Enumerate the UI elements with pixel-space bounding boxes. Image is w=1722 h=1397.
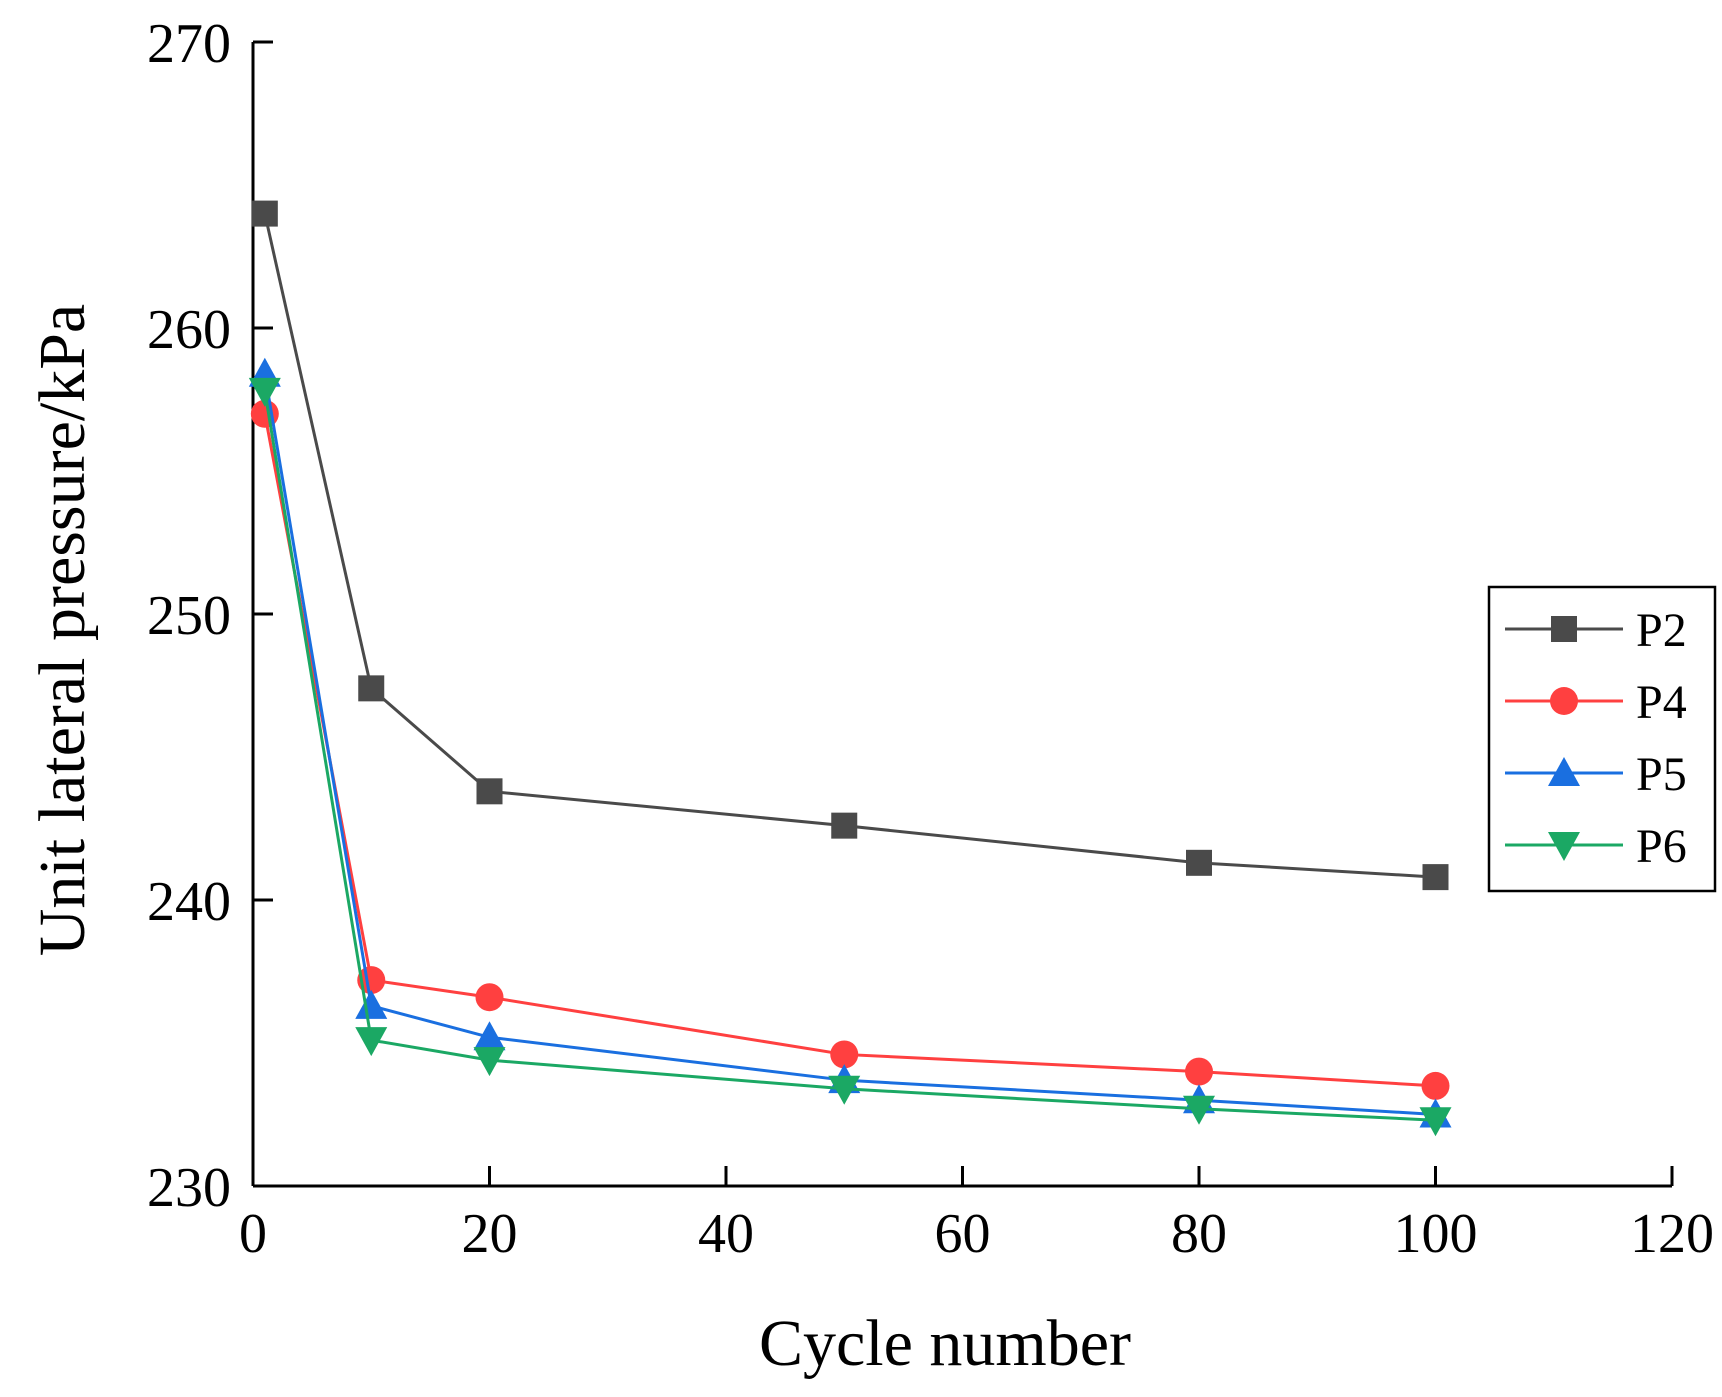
series-line-p6 xyxy=(263,390,1436,1122)
legend-item-p5: P5 xyxy=(1505,748,1687,801)
legend-item-p6: P6 xyxy=(1505,820,1687,873)
data-point-p4 xyxy=(830,1040,859,1069)
y-axis-label: Unit lateral pressure/kPa xyxy=(26,304,99,956)
legend-marker xyxy=(1548,832,1580,861)
data-point-p4 xyxy=(475,983,504,1012)
data-point-p6 xyxy=(1419,1107,1452,1137)
legend-marker xyxy=(1550,687,1578,715)
legend-label: P6 xyxy=(1636,820,1687,873)
x-tick-label: 20 xyxy=(462,1203,518,1265)
legend-marker xyxy=(1548,757,1580,786)
data-point-p6 xyxy=(473,1047,506,1077)
data-point-p2 xyxy=(1186,849,1212,876)
legend-box xyxy=(1487,585,1717,893)
series-layer xyxy=(248,200,1452,1137)
data-point-p6 xyxy=(828,1075,861,1105)
series-p4 xyxy=(250,399,1450,1100)
y-tick-label: 260 xyxy=(147,299,231,361)
data-point-p2 xyxy=(251,200,278,227)
data-point-p2 xyxy=(358,675,385,702)
x-tick-label: 60 xyxy=(935,1203,991,1265)
x-tick-label: 100 xyxy=(1394,1203,1478,1265)
y-tick-label: 240 xyxy=(147,871,231,933)
x-tick-label: 0 xyxy=(239,1203,267,1265)
y-tick-label: 270 xyxy=(147,13,231,75)
data-point-p2 xyxy=(1422,864,1449,891)
legend-item-p2: P2 xyxy=(1505,604,1687,657)
data-point-p2 xyxy=(476,778,503,805)
y-tick-label: 230 xyxy=(147,1157,231,1219)
legend-label: P4 xyxy=(1636,676,1687,729)
x-tick-label: 80 xyxy=(1171,1203,1227,1265)
series-line-p5 xyxy=(263,373,1436,1116)
legend-marker xyxy=(1551,616,1577,642)
y-axis: 230 240 250 260 270 xyxy=(147,13,273,1219)
x-axis: 0 20 40 60 80 100 120 xyxy=(239,1166,1714,1265)
legend-item-p4: P4 xyxy=(1505,676,1687,729)
data-point-p6 xyxy=(355,1027,388,1057)
series-p6 xyxy=(248,377,1452,1137)
data-point-p6 xyxy=(248,377,281,407)
plot-area xyxy=(251,42,1672,1188)
legend: P2 P4 P5 P6 xyxy=(1487,585,1717,893)
series-p2 xyxy=(251,200,1449,891)
legend-label: P5 xyxy=(1636,748,1687,801)
series-line-p2 xyxy=(263,213,1436,879)
legend-label: P2 xyxy=(1636,604,1687,657)
data-point-p6 xyxy=(1183,1095,1215,1125)
data-point-p4 xyxy=(1185,1057,1213,1086)
series-line-p4 xyxy=(263,413,1436,1088)
x-axis-label: Cycle number xyxy=(759,1307,1131,1380)
y-tick-label: 250 xyxy=(147,585,231,647)
x-tick-label: 120 xyxy=(1630,1203,1714,1265)
data-point-p4 xyxy=(1421,1071,1450,1100)
data-point-p2 xyxy=(831,812,858,839)
data-point-p5 xyxy=(473,1021,506,1051)
data-point-p5 xyxy=(355,989,388,1019)
series-p5 xyxy=(248,357,1452,1128)
x-tick-label: 40 xyxy=(698,1203,754,1265)
